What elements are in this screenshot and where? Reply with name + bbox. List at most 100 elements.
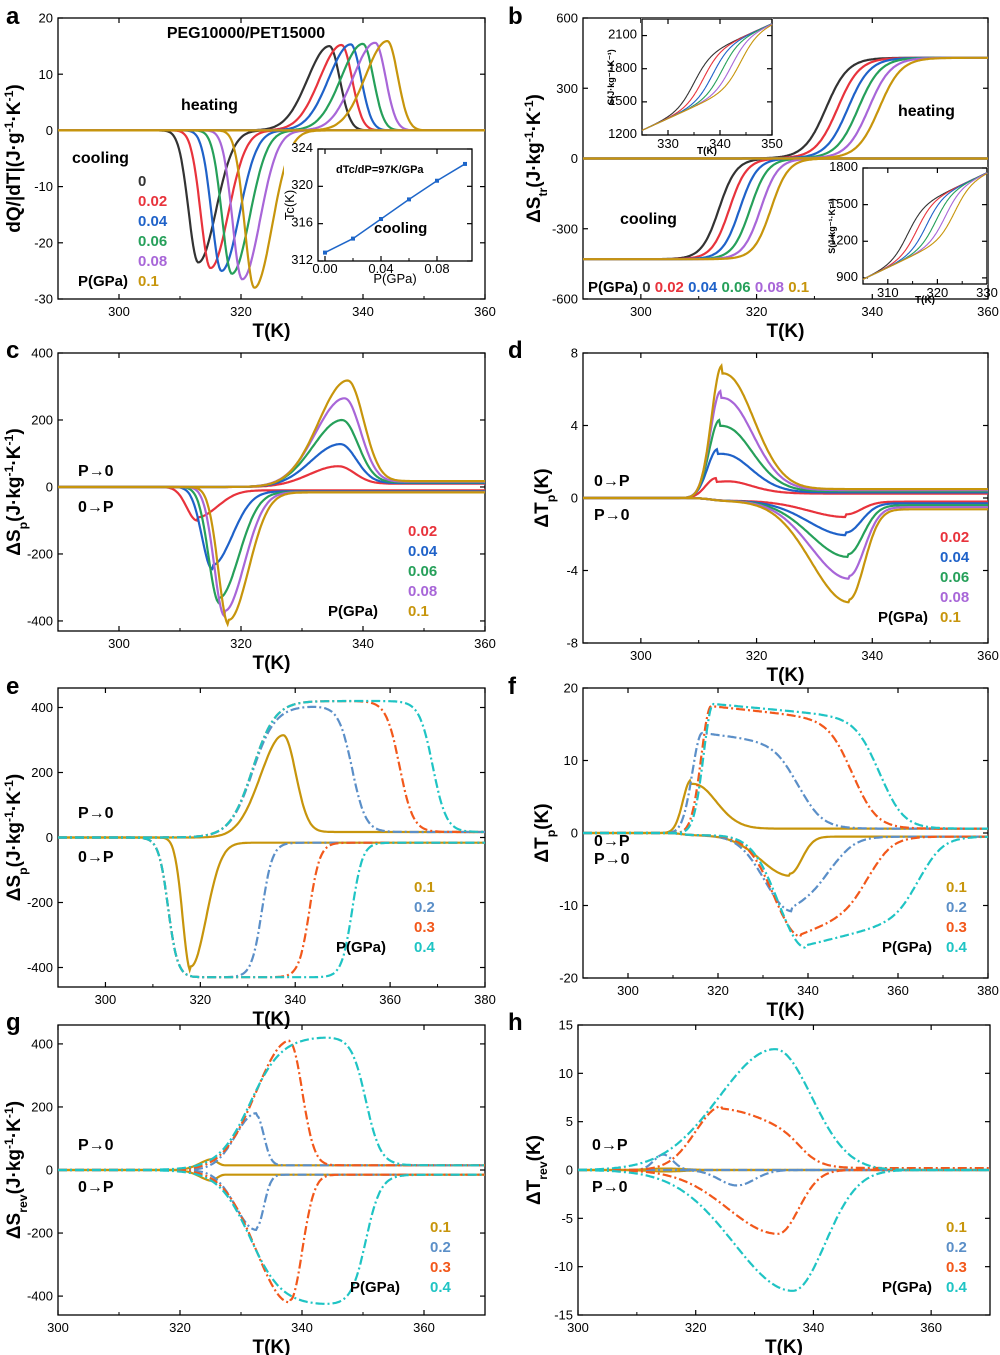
panel-d: 300 320 340 360 -8 -4 0 4 8 T(K) ΔTp(K) 0→P P→0 0.02 0… (532, 346, 999, 686)
annotation: cooling (620, 211, 677, 228)
y-tick-label: 0 (571, 826, 578, 841)
plot-frame (862, 167, 988, 285)
panel-label: f (508, 673, 517, 700)
plot-frame (641, 18, 773, 136)
p-to-0-curve-0.1 (583, 831, 988, 877)
y-tick-label: -20 (34, 235, 53, 250)
y-tick-label: 10 (559, 1066, 573, 1081)
y-tick-label: -200 (27, 547, 53, 562)
x-tick-label: 340 (352, 304, 374, 319)
p-to-0-curve-0.1 (58, 734, 485, 839)
0-to-p-curve-0.1 (583, 362, 988, 500)
y-tick-label: -200 (27, 895, 53, 910)
y-axis-title: ΔTp(K) (532, 468, 558, 527)
x-tick-label: 300 (108, 636, 130, 651)
y-axis-title: ΔStr(J·kg-1·K-1) (522, 94, 550, 223)
y-tick-label: 316 (291, 214, 313, 229)
x-axis-title: T(K) (253, 1009, 291, 1030)
y-tick-label: 20 (39, 11, 53, 26)
y-tick-label: 0 (46, 1163, 53, 1178)
0-to-p-curve-0.4 (58, 1168, 485, 1305)
y-tick-label: 320 (291, 177, 313, 192)
panel-label: g (6, 1009, 21, 1036)
y-tick-label: 324 (291, 140, 313, 155)
legend-entry: 0.3 (946, 1259, 967, 1276)
x-tick-label: 340 (861, 304, 883, 319)
x-tick-label: 360 (920, 1320, 942, 1335)
y-tick-label: 8 (571, 346, 578, 361)
y-tick-label: -400 (27, 960, 53, 975)
y-tick-label: 1800 (829, 159, 858, 174)
legend-entry: 0.02 (138, 193, 167, 210)
y-axis-title: ΔSp(J·kg-1·K-1) (2, 774, 30, 901)
panel-a-inset: 0.00 0.04 0.08 312 316 320 324 P(GPa) Tc(K) dTc/d… (282, 140, 473, 286)
x-tick-label: 360 (379, 992, 401, 1007)
heating-curve-0.1 (583, 56, 988, 160)
y-tick-label: 4 (571, 418, 578, 433)
0-to-p-curve-0.3 (58, 1168, 485, 1304)
legend-entry: 0.04 (408, 543, 438, 560)
x-axis-title: T(K) (767, 1000, 805, 1021)
legend-entry: 0.4 (946, 939, 968, 956)
0-to-p-curve-0.06 (583, 418, 988, 500)
annotation: P→0 (78, 463, 114, 480)
panel-g: 300 320 340 360 -400 -200 0 200 400 T(K) ΔSrev(J·k… (2, 1024, 486, 1355)
y-tick-label: -200 (27, 1226, 53, 1241)
inset-label: cooling (374, 220, 427, 237)
legend-entry: 0.3 (414, 919, 435, 936)
0-to-p-curve-0.2 (583, 731, 988, 835)
y-tick-label: 10 (39, 67, 53, 82)
legend-entry: 0.02 (408, 523, 437, 540)
p-to-0-curve-0.4 (583, 831, 989, 949)
x-tick-label: 360 (977, 304, 999, 319)
0-to-p-curve-0.2 (578, 1153, 990, 1172)
y-tick-label: -10 (554, 1259, 573, 1274)
y-tick-label: 200 (31, 1100, 53, 1115)
p-to-0-curve-0.2 (583, 831, 988, 913)
plot-frame (317, 148, 473, 262)
inset-fit-line (324, 163, 466, 254)
legend-entry: 0.04 (138, 213, 168, 230)
inset-point (379, 217, 383, 221)
p-to-0-curve-0.3 (578, 1168, 990, 1235)
y-tick-label: -10 (34, 179, 53, 194)
legend-title: P(GPa) (878, 609, 928, 626)
legend-entry: 0.1 (940, 609, 961, 626)
legend-entry: 0.3 (430, 1259, 451, 1276)
y-axis-title: dQ/|dT|(J·g-1·K-1) (2, 84, 25, 233)
legend-entry: 0.1 (138, 273, 159, 290)
legend-entry: 0.4 (414, 939, 436, 956)
heating-curve-0.08 (58, 41, 485, 132)
annotation: P→0 (594, 507, 630, 524)
y-tick-label: -8 (566, 636, 578, 651)
chart-title: PEG10000/PET15000 (167, 25, 325, 42)
annotation: 0→P (594, 833, 630, 850)
y-tick-label: 200 (31, 765, 53, 780)
y-axis-title: ΔTrev(K) (524, 1135, 550, 1205)
heating-curve-0 (58, 44, 485, 132)
x-axis-title: T(K) (253, 321, 291, 342)
x-axis-title: T(K) (767, 665, 805, 686)
annotation: cooling (72, 150, 129, 167)
annotation: 0→P (78, 1179, 114, 1196)
x-tick-label: 0.08 (424, 261, 449, 276)
annotation: heating (898, 103, 955, 120)
inset-x-title: P(GPa) (373, 271, 416, 286)
y-tick-label: 15 (559, 1018, 573, 1033)
0-to-p-curve-0.1 (58, 485, 485, 628)
legend-entry: 0.2 (414, 899, 435, 916)
plot-frame (57, 17, 486, 300)
0-to-p-curve-0.3 (578, 1105, 990, 1172)
panel-h: 300 320 340 360 -15 -10 -5 0 5 10 15 T(K) ΔTrev(K) 0→… (524, 1018, 991, 1355)
legend-entry: 0 (642, 279, 655, 296)
x-tick-label: 320 (230, 304, 252, 319)
p-to-0-curve-0.04 (583, 496, 988, 537)
y-axis-title: ΔTp(K) (532, 803, 558, 862)
panel-label: a (6, 3, 20, 30)
p-to-0-curve-0.2 (58, 705, 485, 839)
annotation: 0→P (592, 1137, 628, 1154)
y-tick-label: -30 (34, 292, 53, 307)
y-axis-title: ΔSp(J·kg-1·K-1) (2, 428, 30, 555)
x-tick-label: 320 (169, 1320, 191, 1335)
